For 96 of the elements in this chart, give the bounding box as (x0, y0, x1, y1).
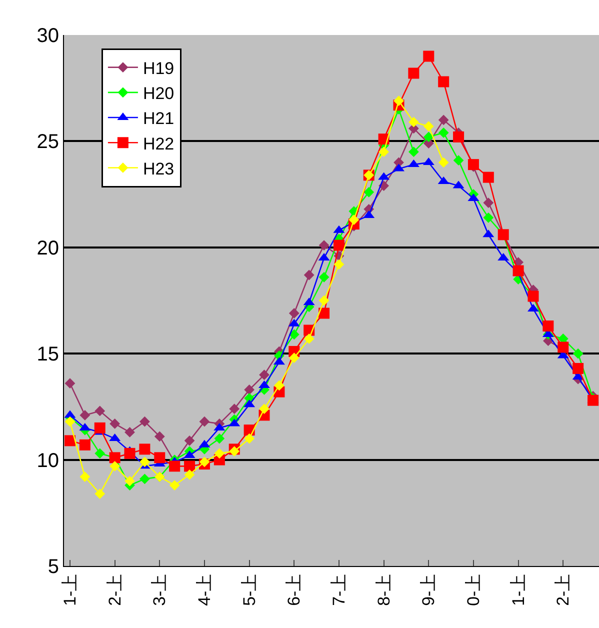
point (423, 50, 434, 62)
point (94, 422, 106, 434)
point (408, 68, 420, 79)
point (110, 460, 120, 472)
point (169, 480, 180, 490)
y-tick-label: 5 (48, 556, 59, 578)
point (94, 488, 106, 499)
point (94, 448, 106, 459)
point (184, 435, 195, 446)
point (483, 212, 494, 223)
x-tick-label: 8-上 (374, 574, 394, 606)
point (124, 476, 135, 486)
point (94, 406, 106, 416)
point (318, 272, 330, 282)
point (512, 265, 524, 276)
point (244, 433, 255, 444)
y-tick-label: 25 (36, 131, 59, 154)
point (453, 131, 464, 142)
point (229, 446, 240, 456)
legend-label: H19 (142, 58, 174, 78)
point (394, 96, 404, 106)
point (64, 435, 76, 446)
legend-label: H21 (142, 109, 174, 128)
point (124, 426, 135, 438)
point (214, 433, 225, 444)
point (79, 439, 90, 450)
point (334, 259, 344, 270)
point (304, 270, 314, 280)
point (229, 404, 240, 414)
point (259, 404, 270, 414)
point (318, 240, 330, 250)
x-tick-label: 6-上 (284, 574, 304, 606)
point (184, 469, 195, 480)
point (259, 370, 270, 380)
point (438, 76, 450, 88)
point (304, 334, 314, 344)
legend-label: H22 (142, 134, 174, 154)
point (572, 362, 584, 374)
point (364, 186, 374, 198)
x-tick-label: 0-上 (464, 574, 483, 606)
point (80, 472, 90, 482)
point (483, 198, 494, 208)
point (139, 444, 150, 455)
point (438, 128, 449, 138)
point (588, 394, 599, 406)
x-tick-label: 2-上 (554, 574, 573, 606)
y-tick-label: 15 (36, 344, 59, 366)
point (318, 308, 330, 319)
legend-label: H20 (142, 84, 174, 104)
point (154, 431, 165, 442)
point (184, 460, 196, 472)
point (408, 116, 419, 128)
point (468, 159, 479, 170)
point (453, 155, 464, 166)
point (140, 456, 150, 468)
point (110, 418, 120, 429)
point (423, 121, 434, 132)
point (64, 416, 76, 427)
point (288, 329, 300, 340)
point (438, 114, 449, 126)
x-tick-label: 3-上 (150, 574, 170, 606)
point (124, 448, 136, 459)
point (438, 157, 449, 168)
point (140, 474, 150, 484)
point (64, 378, 76, 389)
point (542, 320, 554, 332)
point (423, 132, 434, 142)
x-tick-label: 1-上 (508, 574, 528, 606)
x-tick-label: 7-上 (329, 574, 348, 606)
x-tick-label: 9-上 (419, 574, 438, 606)
y-tick-label: 30 (36, 25, 59, 47)
legend-label: H23 (142, 159, 174, 178)
point (214, 448, 225, 459)
x-tick-label: 1-上 (60, 574, 80, 606)
point (572, 348, 584, 359)
y-tick-label: 10 (36, 450, 59, 472)
point (274, 380, 284, 391)
point (288, 352, 300, 364)
point (169, 460, 180, 472)
point (244, 384, 255, 395)
point (333, 240, 344, 251)
point (199, 456, 210, 468)
y-tick-label: 20 (36, 237, 59, 260)
point (482, 172, 494, 183)
point (154, 452, 166, 464)
point (378, 146, 389, 158)
point (140, 416, 150, 427)
x-tick-label: 5-上 (240, 574, 259, 606)
point (558, 342, 569, 353)
point (408, 146, 419, 158)
point (80, 410, 90, 420)
x-tick-label: 4-上 (194, 574, 214, 606)
point (288, 308, 300, 318)
x-tick-label: 2-上 (105, 574, 124, 606)
point (199, 416, 210, 427)
point (318, 295, 330, 306)
